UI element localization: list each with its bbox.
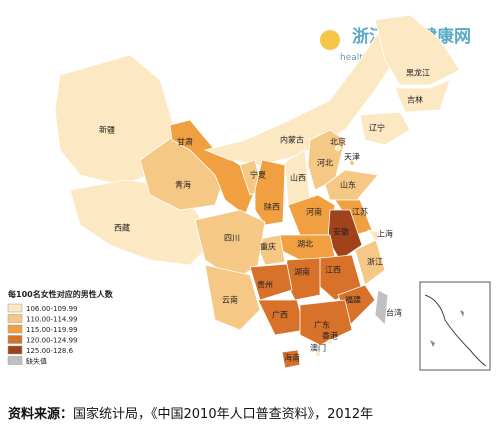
legend-label: 110.00-114.99 <box>26 316 78 324</box>
legend-label: 缺失值 <box>26 357 47 366</box>
province-label: 河南 <box>306 207 322 217</box>
sun-icon <box>320 30 340 50</box>
province-label: 辽宁 <box>369 123 385 133</box>
legend-swatch <box>7 324 23 334</box>
province <box>315 351 321 357</box>
province <box>249 263 293 301</box>
legend: 每100名女性对应的男性人数 106.00-109.99 110.00-114.9… <box>7 289 114 366</box>
inset-islands <box>430 310 464 347</box>
province-label: 云南 <box>222 295 238 305</box>
source-text: 国家统计局，《中国2010年人口普查资料》，2012年 <box>73 406 373 422</box>
province-label: 海南 <box>284 353 300 363</box>
province-label: 江西 <box>325 266 341 275</box>
legend-title: 每100名女性对应的男性人数 <box>8 289 114 299</box>
province-label: 安徽 <box>333 227 349 237</box>
province <box>354 239 386 286</box>
province-label: 澳门 <box>310 343 326 353</box>
province-label: 浙江 <box>367 257 383 267</box>
legend-label: 120.00-124.99 <box>26 337 78 345</box>
province <box>394 79 451 113</box>
inset-coast <box>424 294 487 367</box>
legend-swatch <box>7 335 23 344</box>
province <box>254 159 286 226</box>
province-label: 湖南 <box>294 267 310 277</box>
province-label: 台湾 <box>386 308 402 318</box>
province-label: 重庆 <box>260 242 276 252</box>
province-label: 香港 <box>322 331 338 341</box>
legend-label: 125.00-128.6 <box>26 347 74 355</box>
province <box>324 169 379 201</box>
province-label: 贵州 <box>257 280 273 290</box>
province-label: 河北 <box>317 158 333 168</box>
legend-swatch <box>7 303 23 313</box>
legend-label: 106.00-109.99 <box>26 305 78 313</box>
legend-swatch <box>7 345 23 355</box>
province-label: 宁夏 <box>250 170 266 180</box>
province-label: 广东 <box>314 320 330 330</box>
inset-frame <box>419 281 491 371</box>
inset-map <box>419 281 491 371</box>
province <box>367 229 381 243</box>
source-label: 资料来源： <box>8 406 73 422</box>
source: 资料来源：国家统计局，《中国2010年人口普查资料》，2012年 <box>8 406 373 422</box>
province-label: 吉林 <box>407 95 423 105</box>
province-label: 天津 <box>344 152 360 162</box>
province <box>281 349 301 369</box>
province-label: 西藏 <box>114 223 130 233</box>
province-label: 山东 <box>340 180 356 190</box>
province <box>194 209 266 281</box>
province-label: 北京 <box>330 137 346 147</box>
province <box>335 145 341 151</box>
province <box>327 339 333 345</box>
province <box>204 264 261 331</box>
province <box>374 289 389 326</box>
province-label: 四川 <box>224 234 240 243</box>
province-label: 山西 <box>290 173 306 183</box>
province <box>349 160 355 166</box>
province <box>254 234 286 266</box>
legend-label: 115.00-119.99 <box>26 326 78 334</box>
province <box>299 299 353 346</box>
province-label: 甘肃 <box>177 137 193 147</box>
province-label: 内蒙古 <box>280 135 304 145</box>
province <box>203 29 396 166</box>
province-label: 广西 <box>272 310 288 320</box>
province <box>359 111 411 146</box>
province <box>374 14 461 86</box>
province-label: 福建 <box>345 295 361 305</box>
province <box>54 54 176 186</box>
province-label: 青海 <box>175 180 191 190</box>
province-label: 湖北 <box>297 240 313 249</box>
province-label: 黑龙江 <box>406 68 430 78</box>
province-label: 陕西 <box>264 202 280 212</box>
province-label: 江苏 <box>352 207 368 217</box>
province-label: 新疆 <box>99 125 115 135</box>
province-label: 上海 <box>377 229 393 239</box>
legend-swatch <box>7 314 23 323</box>
legend-swatch <box>7 356 23 365</box>
